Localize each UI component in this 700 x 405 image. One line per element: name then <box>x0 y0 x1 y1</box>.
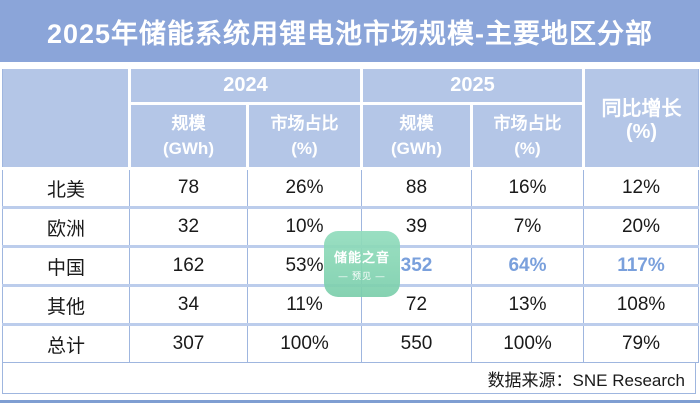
value-cell: 20% <box>583 206 699 247</box>
market-data-table: 2024 2025 同比增长 (%) 规模 (GWh) 市场占比 (%) 规模 <box>2 66 699 363</box>
header-2025: 2025 <box>360 66 585 105</box>
value-cell: 307 <box>129 323 248 363</box>
value-cell: 100% <box>471 323 584 363</box>
value-cell: 39 <box>361 206 472 247</box>
value-cell: 26% <box>247 167 362 208</box>
value-cell: 108% <box>583 284 699 325</box>
data-source-row: 数据来源：SNE Research <box>2 363 696 394</box>
region-cell: 北美 <box>2 167 130 208</box>
header-row-years: 2024 2025 同比增长 (%) <box>2 66 699 170</box>
header-2024-scale: 规模 (GWh) <box>128 102 249 170</box>
value-cell: 12% <box>583 167 699 208</box>
header-2025-share: 市场占比 (%) <box>470 102 585 170</box>
watermark-logo: 储能之音 — 预见 — <box>324 231 400 297</box>
value-cell: 7% <box>471 206 584 247</box>
corner-cell <box>2 66 131 170</box>
value-cell-highlighted: 64% <box>471 245 584 286</box>
region-cell: 欧洲 <box>2 206 130 247</box>
value-cell: 72 <box>361 284 472 325</box>
value-cell: 34 <box>129 284 248 325</box>
value-cell: 100% <box>247 323 362 363</box>
value-cell: 78 <box>129 167 248 208</box>
scale-label: 规模 <box>399 114 434 133</box>
region-cell: 中国 <box>2 245 130 286</box>
table-row-total: 总计 307 100% 550 100% 79% <box>2 323 699 363</box>
share-label: 市场占比 <box>493 114 562 133</box>
value-cell: 550 <box>361 323 472 363</box>
watermark-text: 储能之音 <box>333 249 390 265</box>
watermark-subtext: — 预见 — <box>338 270 386 281</box>
value-cell-highlighted: 117% <box>583 245 699 286</box>
header-row-metrics: 规模 (GWh) 市场占比 (%) 规模 (GWh) 市场占比 (%) <box>3 102 699 170</box>
data-source-note: 数据来源：SNE Research <box>487 370 685 390</box>
header-yoy-line1: 同比增长 <box>601 98 682 120</box>
header-2024: 2024 <box>128 66 363 105</box>
page-title: 2025年储能系统用锂电池市场规模-主要地区分部 <box>46 18 654 49</box>
header-2024-share: 市场占比 (%) <box>246 102 363 170</box>
header-yoy: 同比增长 (%) <box>582 66 699 170</box>
share-label: 市场占比 <box>270 114 339 133</box>
value-cell: 32 <box>129 206 248 247</box>
share-unit: (%) <box>291 139 318 158</box>
region-cell: 其他 <box>2 284 130 325</box>
scale-unit: (GWh) <box>163 139 214 158</box>
title-bar: 2025年储能系统用锂电池市场规模-主要地区分部 <box>0 0 700 62</box>
scale-unit: (GWh) <box>391 139 442 158</box>
scale-label: 规模 <box>171 114 206 133</box>
value-cell: 16% <box>471 167 584 208</box>
table-row-north-america: 北美 78 26% 88 16% 12% <box>2 167 699 208</box>
bottom-accent-bar <box>0 400 700 403</box>
header-2025-scale: 规模 (GWh) <box>360 102 473 170</box>
header-yoy-line2: (%) <box>625 121 658 143</box>
region-cell: 总计 <box>2 323 130 363</box>
value-cell: 162 <box>129 245 248 286</box>
value-cell: 13% <box>471 284 584 325</box>
value-cell: 88 <box>361 167 472 208</box>
share-unit: (%) <box>514 139 541 158</box>
title-table-divider <box>0 62 700 66</box>
table-row-china: 中国 162 53% 352 64% 117% <box>2 245 699 286</box>
value-cell: 79% <box>583 323 699 363</box>
